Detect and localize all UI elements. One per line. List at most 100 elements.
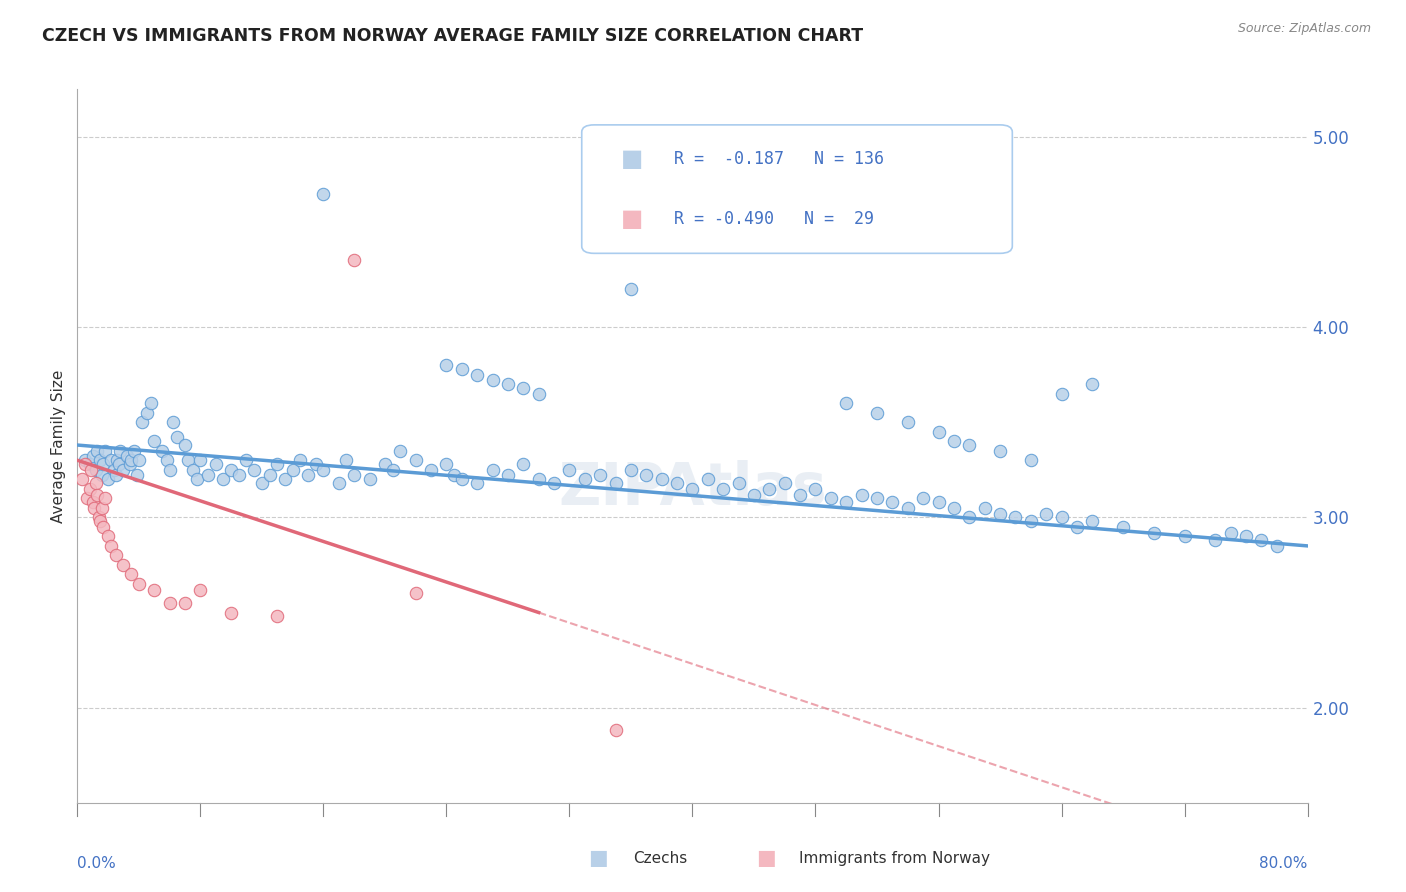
Point — [742, 487, 765, 501]
Point — [527, 472, 550, 486]
Point — [1265, 539, 1288, 553]
Point — [86, 443, 108, 458]
Point — [436, 358, 458, 372]
FancyBboxPatch shape — [582, 125, 1012, 253]
Point — [118, 457, 141, 471]
Point — [897, 500, 920, 515]
Point — [190, 582, 212, 597]
Text: 80.0%: 80.0% — [1260, 856, 1308, 871]
Point — [381, 463, 404, 477]
Point — [589, 468, 612, 483]
Point — [174, 438, 197, 452]
Point — [93, 457, 115, 471]
Point — [957, 438, 980, 452]
Point — [94, 491, 117, 506]
Point — [177, 453, 200, 467]
Point — [1066, 520, 1088, 534]
Point — [928, 425, 950, 439]
Point — [120, 453, 142, 467]
Point — [83, 500, 105, 515]
Point — [73, 453, 96, 467]
Point — [1234, 529, 1257, 543]
Point — [143, 582, 166, 597]
Point — [636, 468, 658, 483]
Point — [305, 457, 328, 471]
Point — [682, 225, 704, 239]
Point — [197, 468, 219, 483]
Point — [758, 482, 780, 496]
Point — [1112, 520, 1135, 534]
Point — [988, 507, 1011, 521]
Point — [882, 495, 904, 509]
Point — [159, 596, 181, 610]
Point — [666, 476, 689, 491]
Point — [804, 482, 827, 496]
Point — [328, 476, 350, 491]
Point — [1019, 453, 1042, 467]
Point — [100, 453, 122, 467]
Point — [711, 482, 734, 496]
Point — [115, 450, 138, 464]
Text: ZIPAtlas: ZIPAtlas — [558, 460, 827, 517]
Point — [84, 463, 107, 477]
Point — [942, 500, 965, 515]
Point — [988, 443, 1011, 458]
Point — [335, 453, 357, 467]
Text: Source: ZipAtlas.com: Source: ZipAtlas.com — [1237, 22, 1371, 36]
Point — [80, 463, 103, 477]
Point — [957, 510, 980, 524]
Point — [97, 529, 120, 543]
Point — [405, 453, 427, 467]
Point — [250, 476, 273, 491]
Point — [912, 491, 935, 506]
Point — [100, 539, 122, 553]
Point — [128, 453, 150, 467]
Text: ■: ■ — [756, 848, 776, 868]
Point — [512, 457, 534, 471]
Point — [274, 472, 297, 486]
Point — [266, 457, 288, 471]
Point — [343, 468, 366, 483]
Point — [219, 606, 242, 620]
Point — [128, 577, 150, 591]
Point — [851, 487, 873, 501]
Point — [259, 468, 281, 483]
Point — [112, 463, 135, 477]
Point — [1219, 525, 1241, 540]
Point — [605, 723, 627, 738]
Point — [104, 468, 127, 483]
Point — [820, 491, 842, 506]
Point — [496, 468, 519, 483]
Point — [436, 457, 458, 471]
Point — [243, 463, 266, 477]
Point — [82, 495, 104, 509]
Y-axis label: Average Family Size: Average Family Size — [51, 369, 66, 523]
Text: Czechs: Czechs — [633, 851, 688, 865]
Point — [405, 586, 427, 600]
Point — [110, 443, 132, 458]
Point — [97, 472, 120, 486]
Point — [166, 430, 188, 444]
Point — [928, 495, 950, 509]
Point — [90, 500, 114, 515]
Point — [789, 487, 811, 501]
Point — [512, 381, 534, 395]
Point — [162, 415, 184, 429]
Point — [481, 373, 503, 387]
Point — [87, 510, 110, 524]
Point — [866, 406, 889, 420]
Point — [450, 362, 472, 376]
Text: R =  -0.187   N = 136: R = -0.187 N = 136 — [673, 150, 884, 168]
Point — [79, 482, 101, 496]
Point — [297, 468, 319, 483]
Point — [727, 476, 749, 491]
Point — [343, 253, 366, 268]
Point — [605, 476, 627, 491]
Point — [835, 495, 858, 509]
Text: ■: ■ — [621, 147, 644, 171]
Point — [620, 282, 643, 296]
Point — [89, 514, 111, 528]
Point — [86, 487, 108, 501]
Point — [1204, 533, 1226, 548]
Point — [696, 472, 718, 486]
